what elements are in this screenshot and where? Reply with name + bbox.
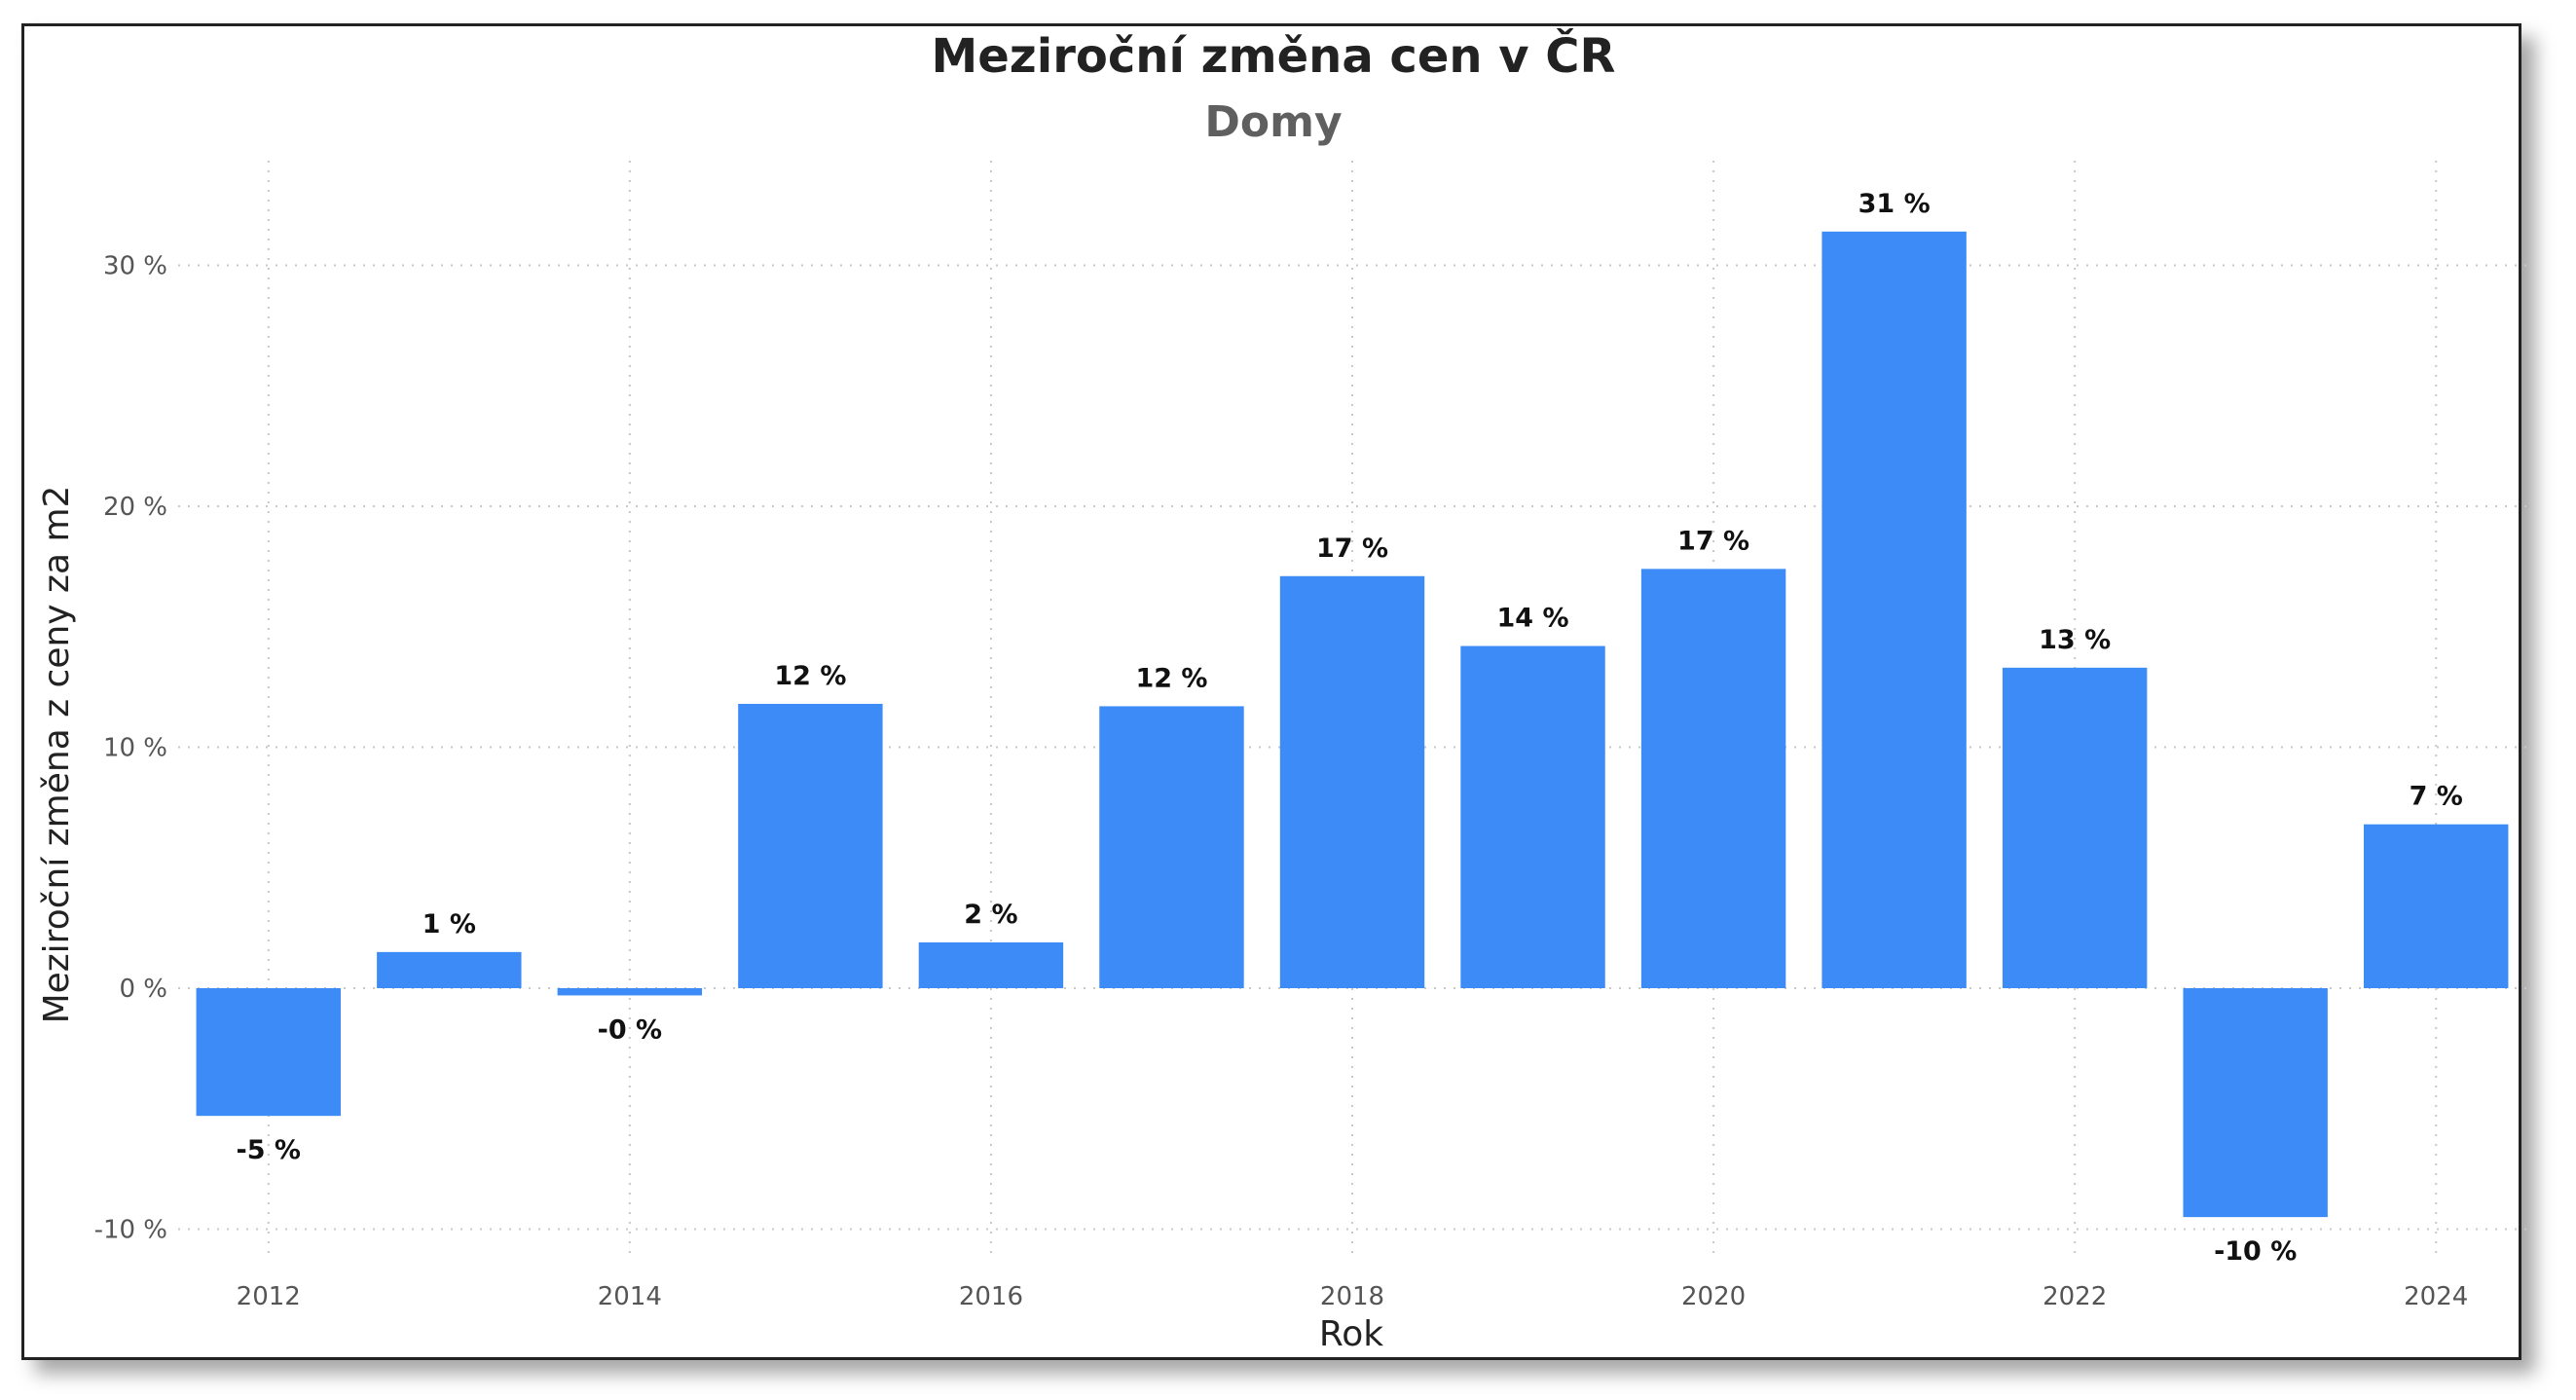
bar-2022 [2002,667,2148,988]
data-label-2017: 12 % [1135,663,1207,693]
bars [196,231,2509,1218]
bar-2015 [738,703,883,988]
x-axis-title: Rok [1319,1314,1383,1354]
x-tick-label: 2022 [2042,1282,2107,1311]
bar-2017 [1099,706,1244,988]
bar-2020 [1640,569,1786,988]
data-label-2023: -10 % [2214,1236,2297,1267]
data-label-2022: 13 % [2039,625,2111,655]
x-axis-ticks: 2012 2014 2016 2018 2020 2022 2024 [237,1282,2469,1311]
data-label-2012: -5 % [237,1135,301,1165]
bar-2021 [1822,231,1967,989]
bar-2019 [1460,645,1605,988]
y-tick-label: 20 % [103,493,167,522]
chart-subtitle: Domy [1204,97,1342,147]
y-tick-label: 30 % [103,252,167,281]
y-axis-title: Meziroční změna z ceny za m2 [37,486,77,1024]
bar-2016 [918,941,1064,988]
data-label-2013: 1 % [423,909,476,939]
bar-2023 [2183,988,2328,1218]
data-label-2016: 2 % [964,900,1017,930]
bar-2018 [1279,575,1425,988]
data-label-2018: 17 % [1316,534,1388,564]
x-tick-label: 2020 [1681,1282,1746,1311]
data-label-2019: 14 % [1497,604,1569,634]
x-tick-label: 2016 [959,1282,1023,1311]
x-tick-label: 2012 [237,1282,301,1311]
data-labels: -5 % 1 % -0 % 12 % 2 % 12 % 17 % 14 % 17 % 31 % 13… [237,189,2463,1267]
bar-2013 [377,951,522,988]
y-tick-label: 10 % [103,734,167,763]
data-label-2014: -0 % [598,1014,662,1045]
data-label-2024: 7 % [2410,782,2463,812]
data-label-2015: 12 % [774,661,846,691]
data-label-2021: 31 % [1858,189,1931,219]
y-axis-ticks: -10 % 0 % 10 % 20 % 30 % [94,252,167,1245]
bar-2024 [2364,824,2509,988]
bar-2012 [196,988,341,1117]
bar-2014 [557,988,703,996]
chart-title: Meziroční změna cen v ČR [931,28,1615,84]
x-tick-label: 2018 [1320,1282,1384,1311]
x-tick-label: 2014 [598,1282,662,1311]
y-tick-label: 0 % [119,975,167,1004]
data-label-2020: 17 % [1677,526,1749,556]
x-tick-label: 2024 [2404,1282,2468,1311]
y-tick-label: -10 % [94,1216,167,1245]
